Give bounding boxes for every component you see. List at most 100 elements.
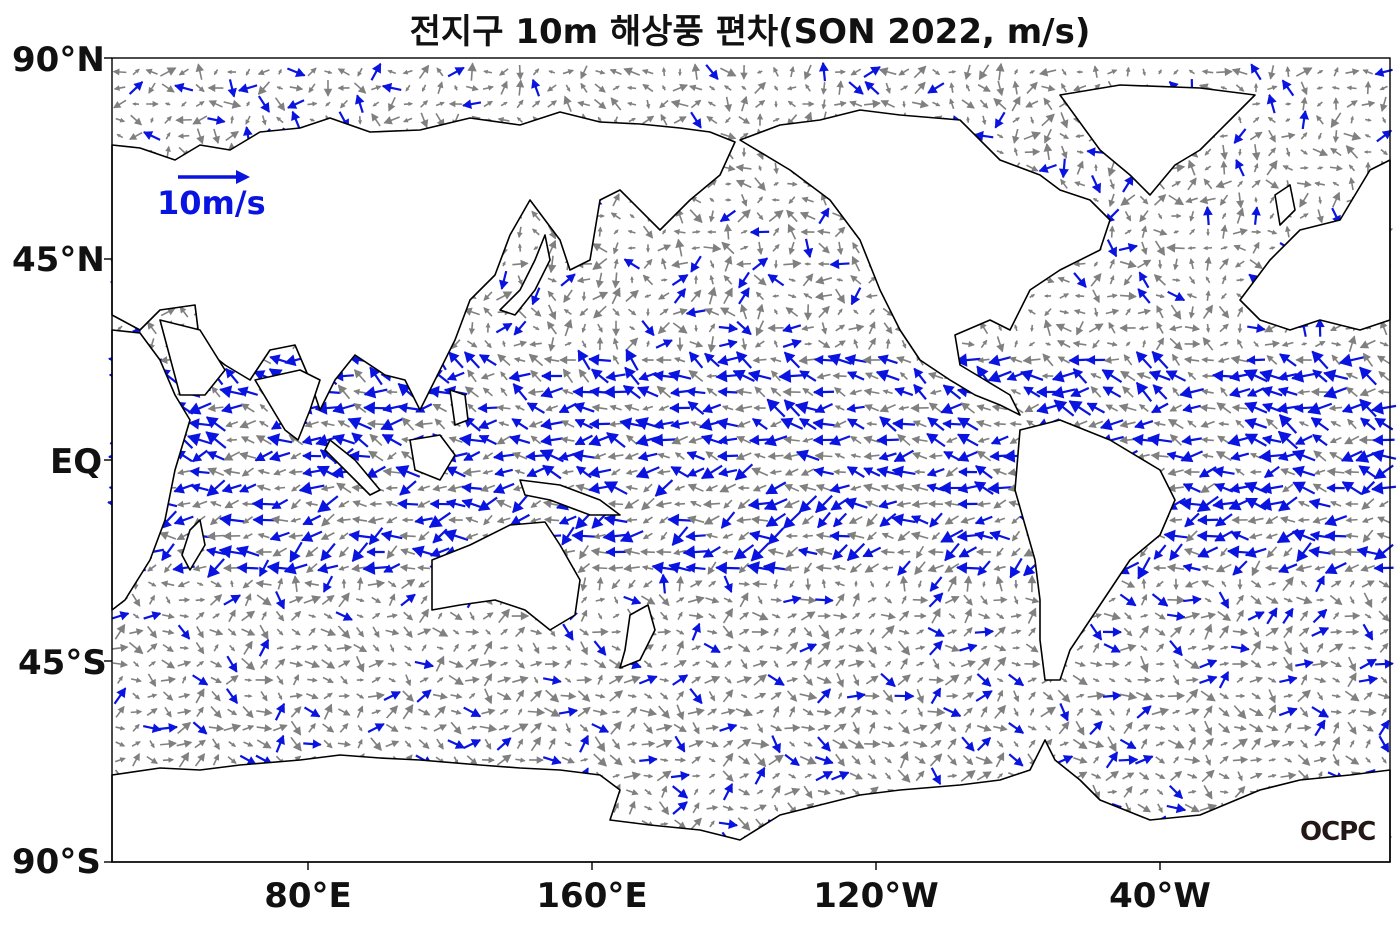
wind-vector-head [542, 464, 555, 477]
wind-vector-head [352, 500, 361, 508]
wind-vector-head [753, 452, 761, 459]
wind-vector-head [756, 70, 762, 74]
wind-vector-head [1277, 386, 1289, 397]
wind-vector-head [174, 82, 185, 93]
wind-vector-head [1318, 200, 1322, 205]
wind-vector-head [402, 69, 409, 75]
wind-vector-head [896, 356, 905, 364]
wind-vector-head [257, 532, 265, 539]
wind-vector-head [879, 416, 892, 428]
wind-vector-head [1244, 433, 1259, 446]
wind-vector-head [1099, 418, 1113, 431]
wind-vector-head [396, 498, 408, 510]
wind-vector-head [1203, 205, 1213, 216]
wind-vector-head [1245, 498, 1258, 509]
wind-vector-head [1233, 244, 1241, 251]
wind-vector-head [973, 130, 984, 141]
wind-vector-head [705, 532, 713, 539]
wind-vector-head [800, 468, 810, 476]
wind-vector-head [1348, 335, 1357, 345]
wind-vector-head [998, 326, 1002, 332]
wind-vector-head [597, 116, 602, 121]
wind-vector-head [261, 119, 267, 126]
wind-vector-head [655, 548, 664, 556]
wind-vector-head [791, 294, 797, 299]
wind-vector-head [259, 404, 266, 410]
wind-vector-head [231, 99, 242, 109]
wind-vector-head [310, 67, 317, 74]
wind-vector-head [1011, 518, 1018, 524]
wind-vector-head [591, 516, 604, 529]
wind-vector-head [815, 275, 825, 285]
wind-vector-head [1278, 499, 1291, 512]
wind-vector-head [1204, 166, 1209, 171]
wind-vector-head [1265, 533, 1273, 540]
wind-vector-head [325, 102, 330, 107]
wind-vector-head [1234, 262, 1242, 268]
wind-vector-head [743, 245, 749, 250]
lon-label-80e: 80°E [264, 876, 352, 916]
wind-vector-head [226, 437, 232, 443]
wind-vector-head [1179, 497, 1192, 511]
wind-vector-head [366, 547, 376, 557]
wind-vector-head [1329, 437, 1337, 444]
wind-vector-head [914, 469, 920, 475]
wind-vector-head [1272, 340, 1281, 348]
wind-vector-head [694, 327, 698, 332]
wind-vector-head [946, 437, 953, 443]
wind-vector-head [653, 418, 665, 430]
wind-vector-head [1169, 324, 1177, 332]
wind-vector-head [783, 399, 796, 412]
wind-vector-head [784, 468, 793, 476]
wind-vector-head [944, 516, 954, 525]
wind-vector-head [259, 566, 268, 577]
wind-vector-head [671, 436, 682, 445]
wind-vector-head [1172, 353, 1179, 362]
wind-vector-head [448, 436, 457, 444]
wind-vector-head [1377, 389, 1384, 395]
wind-vector-head [1323, 386, 1338, 399]
wind-vector-head [612, 354, 618, 361]
wind-vector-head [769, 469, 776, 476]
wind-vector-head [527, 388, 536, 397]
wind-vector-head [689, 501, 697, 507]
wind-vector-head [838, 308, 843, 313]
wind-vector-head [707, 344, 717, 353]
lon-label-120w: 120°W [813, 876, 939, 916]
wind-vector-head [816, 228, 824, 236]
wind-vector-head [693, 289, 702, 298]
wind-vector-head [347, 417, 362, 430]
wind-vector-head [850, 69, 858, 76]
wind-vector-head [720, 517, 732, 529]
wind-vector-head [189, 466, 200, 478]
wind-vector-head [1043, 142, 1053, 152]
wind-vector-head [1120, 370, 1130, 380]
wind-vector-head [693, 275, 699, 280]
wind-vector-head [443, 529, 457, 543]
wind-vector-head [535, 326, 540, 331]
wind-vector-head [1248, 273, 1259, 284]
wind-vector-head [773, 209, 784, 220]
wind-vector-head [1360, 417, 1371, 428]
wind-vector-head [550, 100, 558, 106]
wind-vector-head [321, 517, 331, 527]
wind-vector-head [862, 547, 874, 558]
wind-vector-head [1108, 321, 1115, 330]
wind-vector-head [547, 86, 554, 92]
wind-vector-head [1008, 500, 1017, 508]
wind-vector-head [1218, 421, 1224, 427]
wind-vector-head [1347, 418, 1355, 426]
wind-vector-head [607, 500, 616, 508]
wind-vector-head [829, 483, 841, 494]
wind-vector-head [1240, 278, 1245, 282]
wind-vector-head [113, 85, 120, 91]
wind-vector-head [1256, 102, 1261, 106]
wind-vector-head [1031, 131, 1041, 141]
wind-vector-head [677, 324, 688, 334]
wind-vector-head [1217, 357, 1225, 364]
wind-vector-head [1192, 324, 1201, 332]
wind-vector-head [707, 101, 713, 106]
wind-vector-head [1230, 530, 1242, 541]
wind-vector-head [1205, 290, 1211, 296]
wind-vector-head [833, 517, 843, 528]
